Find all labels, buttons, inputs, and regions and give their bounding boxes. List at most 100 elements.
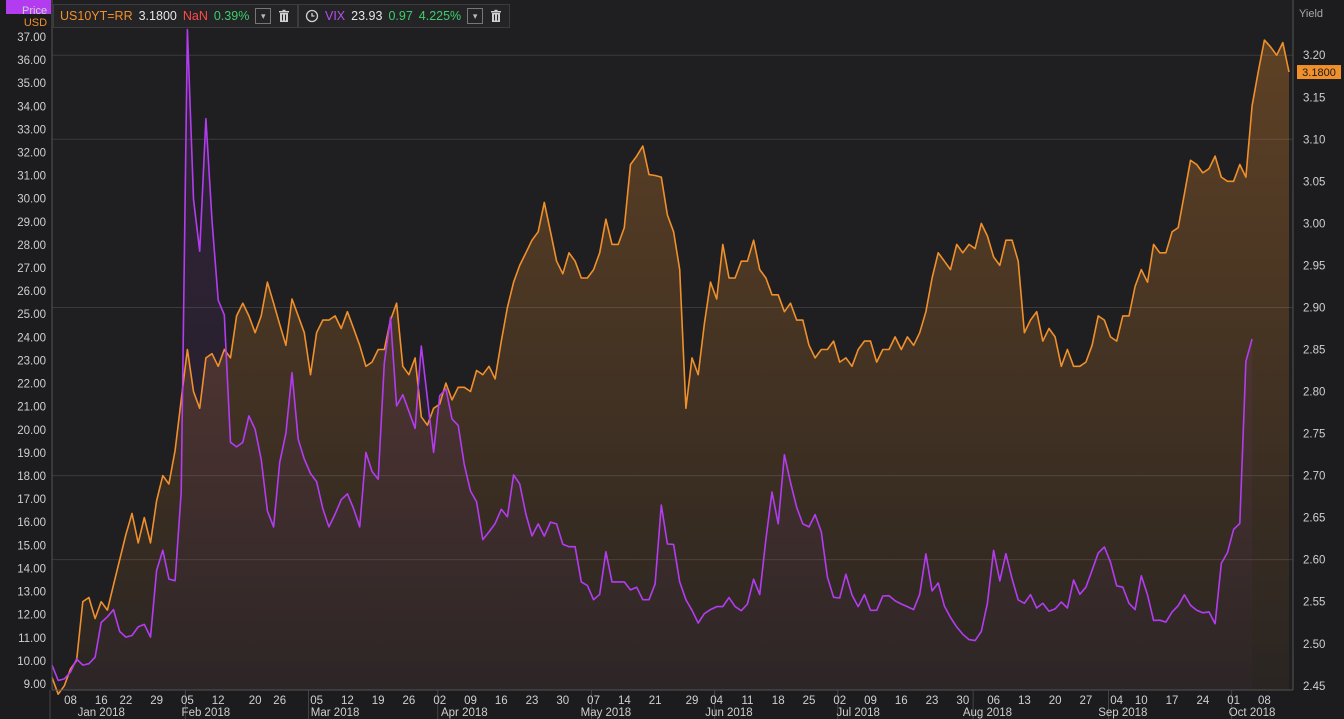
- x-tick-label: 19: [372, 695, 385, 707]
- x-tick-label: 29: [686, 695, 699, 707]
- left-tick-label: 13.00: [17, 587, 46, 599]
- x-tick-label: 22: [119, 695, 132, 707]
- left-tick-label: 12.00: [17, 610, 46, 622]
- vix-last-tag: [6, 0, 51, 14]
- x-tick-label: 25: [803, 695, 816, 707]
- x-tick-label: 20: [249, 695, 262, 707]
- right-tick-label: 2.70: [1303, 471, 1325, 483]
- x-tick-label: 08: [1258, 695, 1271, 707]
- legend-symbol: VIX: [325, 9, 346, 23]
- legend-percent: 4.225%: [418, 9, 462, 23]
- x-tick-label: 26: [273, 695, 286, 707]
- left-tick-label: 14.00: [17, 563, 46, 575]
- x-tick-label: 12: [341, 695, 354, 707]
- left-tick-label: 20.00: [17, 425, 46, 437]
- x-tick-label: 08: [64, 695, 77, 707]
- us10y-last-value: 3.1800: [1302, 67, 1336, 79]
- right-axis-unit: Yield: [1299, 8, 1324, 20]
- right-tick-label: 2.85: [1303, 344, 1325, 356]
- trash-icon[interactable]: [277, 9, 291, 23]
- legend-percent: 0.39%: [213, 9, 250, 23]
- currency-label: USD: [23, 17, 48, 29]
- right-tick-label: 2.95: [1303, 260, 1325, 272]
- left-tick-label: 9.00: [24, 679, 46, 691]
- right-tick-label: 2.60: [1303, 555, 1325, 567]
- left-tick-label: 17.00: [17, 494, 46, 506]
- x-tick-label: 20: [1049, 695, 1062, 707]
- x-tick-label: 05: [310, 695, 323, 707]
- left-tick-label: 31.00: [17, 171, 46, 183]
- area-fills: [52, 29, 1289, 695]
- left-tick-label: 34.00: [17, 101, 46, 113]
- x-tick-label: 07: [587, 695, 600, 707]
- vix-last-value: 23.93: [14, 0, 42, 3]
- left-tick-label: 29.00: [17, 217, 46, 229]
- right-tick-label: 2.55: [1303, 597, 1325, 609]
- x-tick-label: 29: [150, 695, 163, 707]
- legend-us10y[interactable]: US10YT=RR 3.1800 NaN 0.39% ▾: [53, 4, 299, 28]
- right-tick-label: 2.50: [1303, 639, 1325, 651]
- x-tick-label: 09: [864, 695, 877, 707]
- left-tick-label: 28.00: [17, 240, 46, 252]
- month-label: Jan 2018: [78, 707, 125, 719]
- x-tick-label: 14: [618, 695, 631, 707]
- left-tick-label: 18.00: [17, 471, 46, 483]
- vix-area: [52, 29, 1253, 690]
- chevron-down-icon[interactable]: ▾: [467, 8, 484, 24]
- legend-last: 23.93: [351, 9, 383, 23]
- x-tick-label: 18: [772, 695, 785, 707]
- legend-last: 3.1800: [138, 9, 177, 23]
- left-tick-label: 24.00: [17, 332, 46, 344]
- us10y-line: [51, 39, 1290, 695]
- left-tick-label: 23.00: [17, 355, 46, 367]
- right-tick-label: 3.05: [1303, 176, 1325, 188]
- right-tick-label: 3.20: [1303, 50, 1325, 62]
- right-tick-label: 3.10: [1303, 134, 1325, 146]
- left-tick-label: 11.00: [18, 633, 46, 645]
- x-tick-label: 02: [433, 695, 446, 707]
- left-tick-label: 10.00: [17, 656, 46, 668]
- right-tick-label: 2.80: [1303, 387, 1325, 399]
- right-tick-label: 2.45: [1303, 681, 1325, 693]
- x-tick-label: 02: [833, 695, 846, 707]
- x-tick-label: 23: [926, 695, 939, 707]
- month-label: Oct 2018: [1229, 707, 1276, 719]
- legend-change: 0.97: [388, 9, 413, 23]
- x-tick-label: 26: [403, 695, 416, 707]
- right-tick-label: 3.15: [1303, 92, 1325, 104]
- month-label: Jun 2018: [705, 707, 752, 719]
- x-tick-label: 17: [1166, 695, 1179, 707]
- left-tick-label: 26.00: [17, 286, 46, 298]
- x-tick-label: 01: [1227, 695, 1240, 707]
- x-tick-label: 30: [956, 695, 969, 707]
- x-tick-label: 04: [710, 695, 723, 707]
- left-tick-label: 21.00: [17, 402, 46, 414]
- x-tick-label: 24: [1196, 695, 1209, 707]
- chevron-down-icon[interactable]: ▾: [255, 8, 272, 24]
- legend-vix[interactable]: VIX 23.93 0.97 4.225% ▾: [298, 4, 511, 28]
- clock-icon: [305, 9, 319, 23]
- tick-labels: 9.00 10.00 11.00 12.00 13.00 14.00 15.00 16.00 1…: [17, 32, 1325, 719]
- x-tick-label: 16: [95, 695, 108, 707]
- x-tick-label: 12: [212, 695, 225, 707]
- right-tick-label: 2.65: [1303, 513, 1325, 525]
- month-label: Feb 2018: [182, 707, 231, 719]
- left-tick-label: 27.00: [17, 263, 46, 275]
- right-tick-label: 2.90: [1303, 302, 1325, 314]
- left-axis-unit: Price USD: [22, 5, 47, 29]
- left-tick-label: 37.00: [17, 32, 46, 44]
- left-tick-label: 33.00: [17, 124, 46, 136]
- x-tick-label: 06: [987, 695, 1000, 707]
- x-tick-label: 13: [1018, 695, 1031, 707]
- last-value-tags: 3.1800 23.93: [6, 0, 1341, 80]
- legend-symbol: US10YT=RR: [60, 9, 133, 23]
- month-label: May 2018: [581, 707, 632, 719]
- trash-icon[interactable]: [489, 9, 503, 23]
- right-tick-label: 2.75: [1303, 429, 1325, 441]
- month-label: Apr 2018: [441, 707, 488, 719]
- month-label: Aug 2018: [963, 707, 1012, 719]
- x-tick-label: 10: [1135, 695, 1148, 707]
- vix-line: [51, 28, 1253, 682]
- left-tick-label: 15.00: [17, 540, 46, 552]
